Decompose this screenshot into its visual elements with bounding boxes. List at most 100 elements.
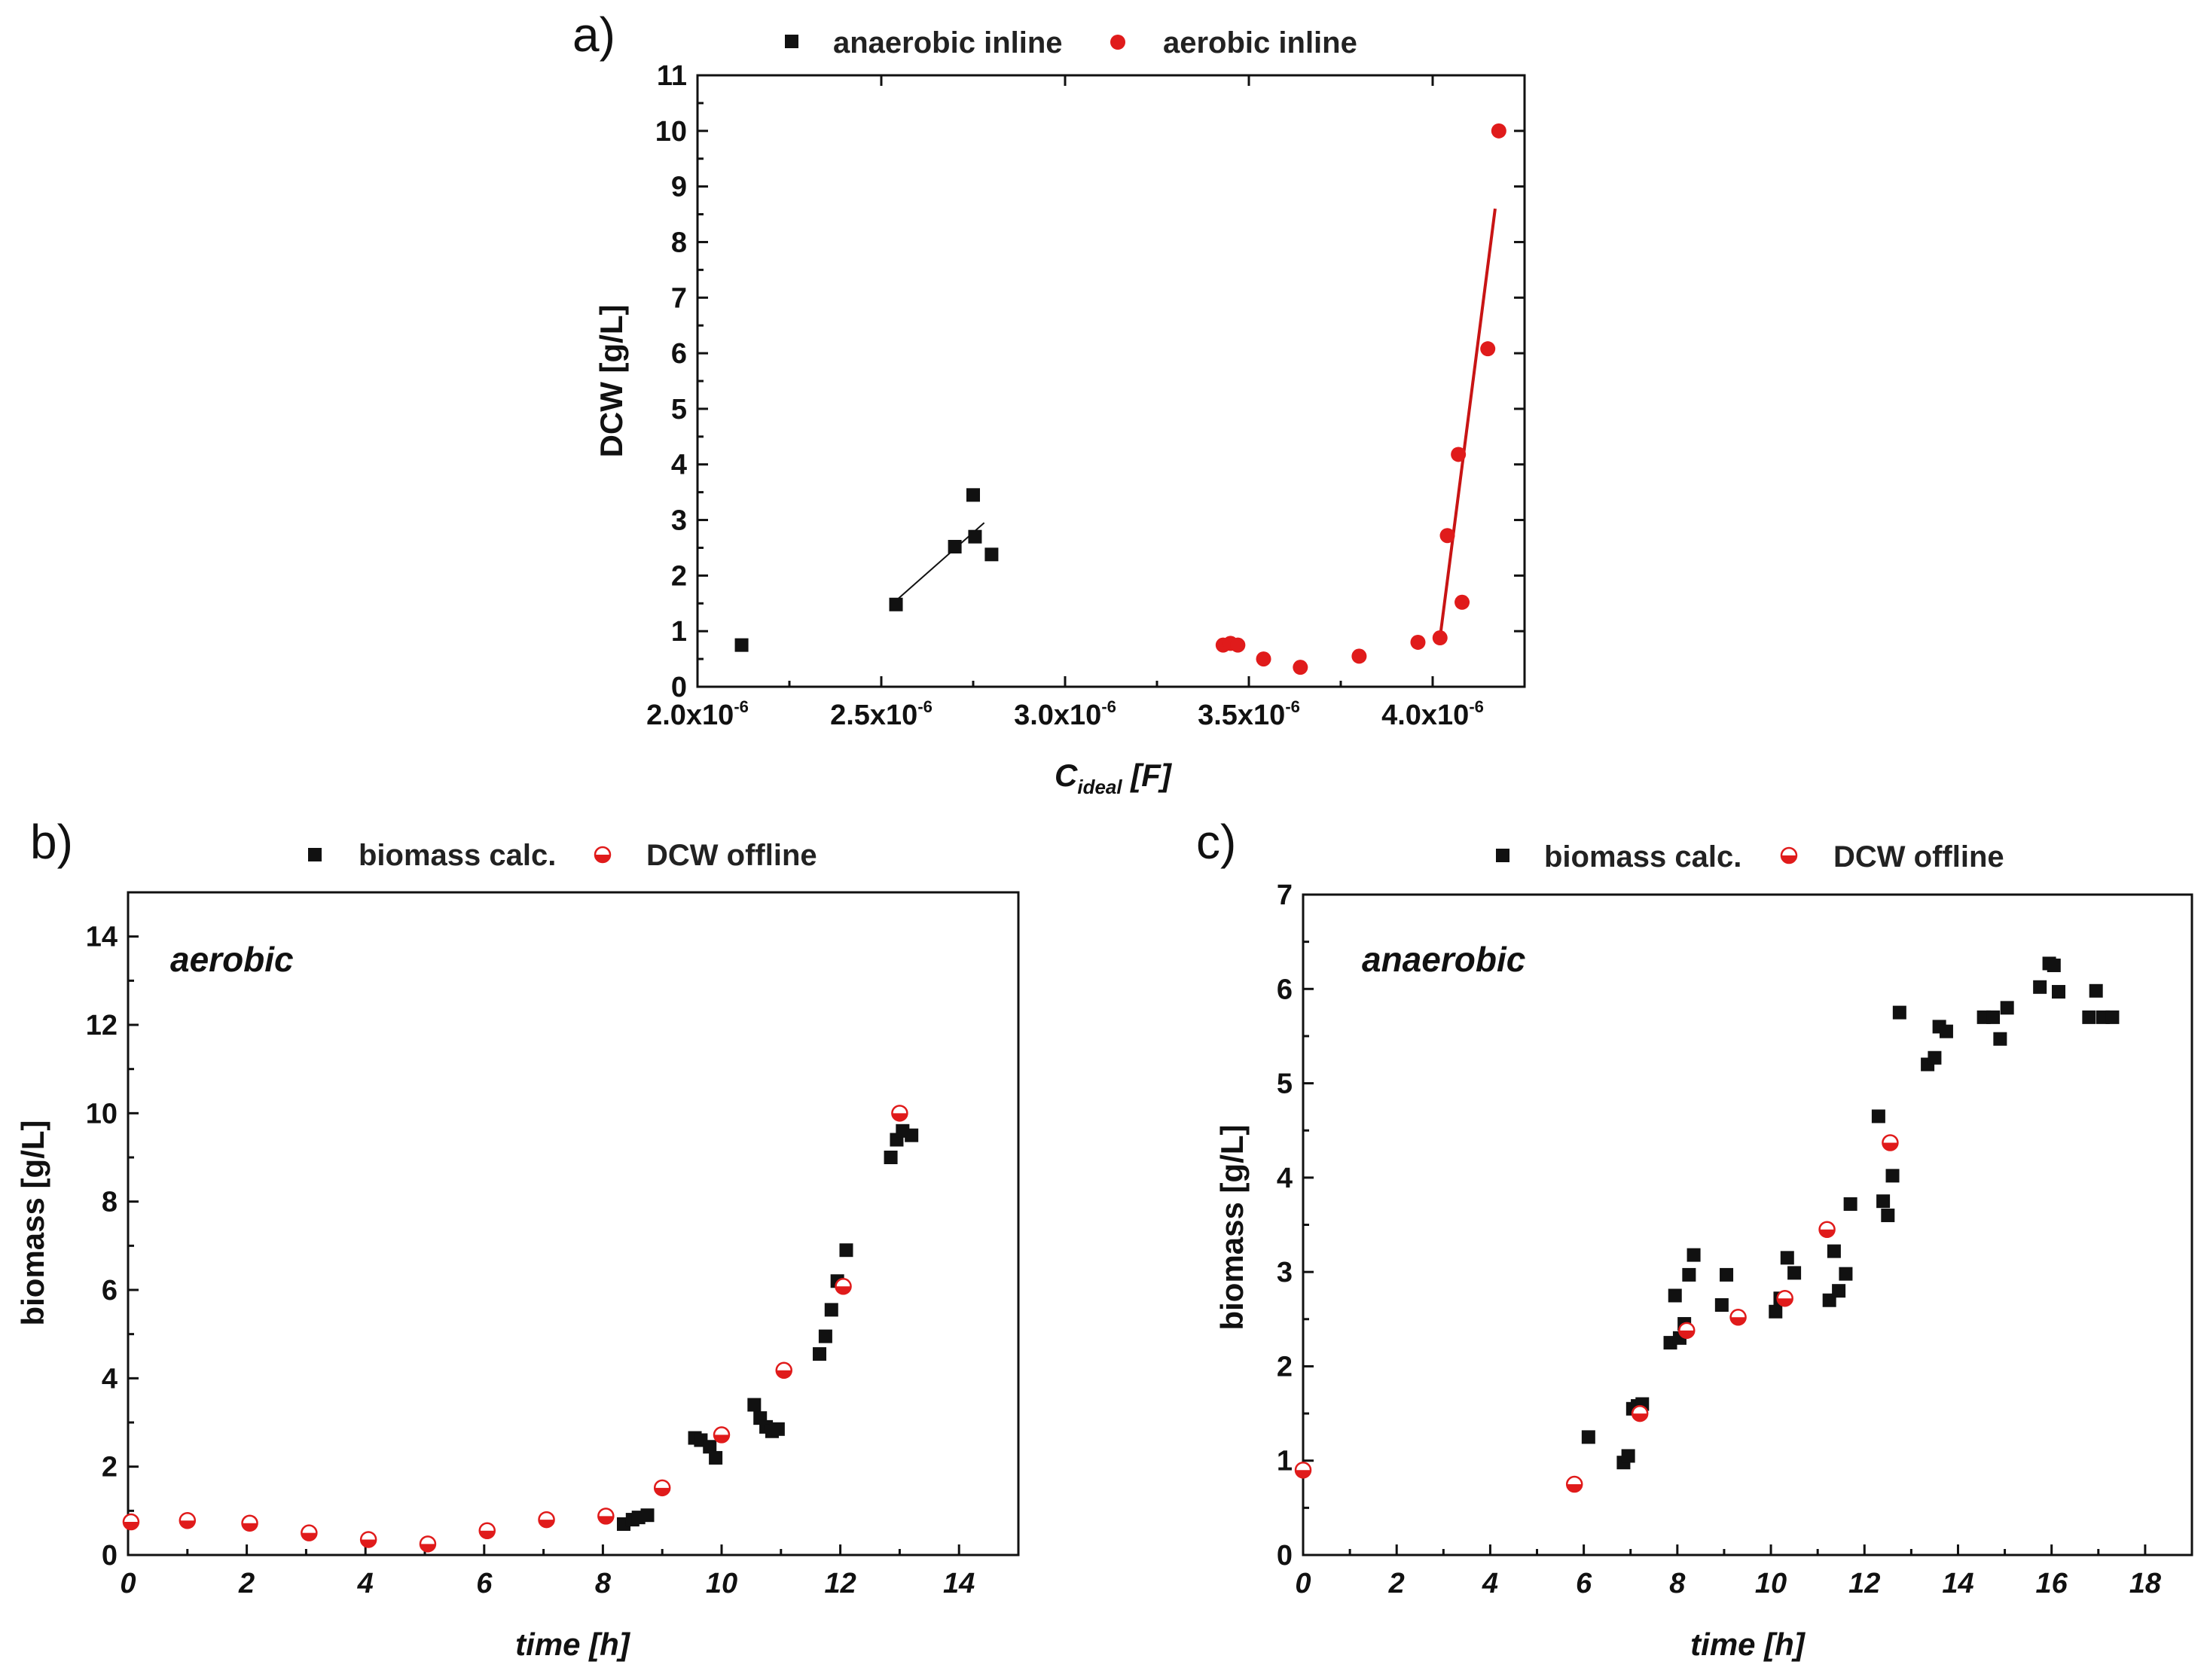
biomass-calc-point	[1871, 1109, 1885, 1124]
biomass-calc-point	[703, 1440, 717, 1454]
aerobic-inline-point	[1439, 528, 1455, 544]
legend-marker-square	[308, 848, 322, 861]
dcw-offline-point	[179, 1511, 197, 1529]
panel-label: b)	[30, 815, 73, 869]
x-tick-label: 4.0x10-6	[1381, 697, 1484, 731]
biomass-calc-point	[1832, 1284, 1846, 1298]
panel-b-scatter-chart: b) biomass calc. DCW offline aerobic 0 2 4…	[15, 815, 1020, 1662]
legend: anaerobic inline aerobic inline	[785, 26, 1357, 59]
y-tick-label: 6	[102, 1275, 118, 1306]
x-tick-label: 8	[595, 1568, 612, 1599]
aerobic-inline-point	[1455, 594, 1470, 610]
y-tick-label: 5	[1277, 1069, 1293, 1100]
anaerobic-inline-point	[889, 597, 903, 611]
x-tick-label: 2	[1388, 1568, 1405, 1599]
biomass-calc-point	[1928, 1050, 1942, 1065]
svg-text:Cideal [F]: Cideal [F]	[1055, 758, 1173, 798]
x-tick-label: 8	[1669, 1568, 1686, 1599]
panel-c-scatter-chart: c) biomass calc. DCW offline anaerobic 0…	[1196, 815, 2193, 1662]
y-tick-label: 1	[671, 616, 687, 648]
dcw-offline-point	[1882, 1134, 1899, 1151]
x-tick-label: 14	[943, 1568, 975, 1599]
biomass-calc-point	[1714, 1297, 1729, 1312]
biomass-calc-point	[1885, 1169, 1900, 1183]
biomass-calc-point	[1668, 1288, 1682, 1303]
dcw-offline-point	[1294, 1461, 1312, 1479]
dcw-offline-point	[835, 1278, 852, 1295]
legend-label: DCW offline	[1833, 840, 2004, 874]
x-tick-label: 6	[476, 1568, 493, 1599]
x-tick-label: 0	[120, 1568, 136, 1599]
biomass-calc-point	[640, 1508, 655, 1523]
y-tick-label: 4	[102, 1363, 118, 1395]
x-tick-label: 12	[824, 1568, 856, 1599]
x-tick-label: 2.0x10-6	[646, 697, 749, 731]
legend-label: DCW offline	[646, 839, 817, 872]
anaerobic-inline-point	[948, 539, 962, 553]
y-tick-label: 6	[1277, 974, 1293, 1005]
aerobic-inline-point	[1256, 651, 1271, 667]
biomass-calc-point	[2052, 985, 2065, 999]
y-tick-label: 7	[671, 282, 687, 314]
y-tick-label: 4	[1277, 1163, 1293, 1194]
biomass-calc-point	[884, 1151, 898, 1164]
aerobic-inline-point	[1293, 660, 1308, 675]
biomass-calc-point	[2082, 1010, 2096, 1024]
biomass-calc-point	[1720, 1267, 1734, 1282]
x-tick-label: 0	[1295, 1568, 1311, 1599]
aerobic-fit-line	[1438, 208, 1497, 639]
biomass-calc-point	[1986, 1010, 2001, 1024]
dcw-offline-point	[1776, 1289, 1793, 1307]
x-tick-label: 2.5x10-6	[830, 697, 933, 731]
panel-label: a)	[572, 8, 615, 62]
biomass-calc-point	[1843, 1197, 1857, 1211]
dcw-offline-point	[1818, 1221, 1836, 1239]
biomass-calc-point	[1581, 1430, 1595, 1444]
y-tick-label: 11	[657, 60, 687, 92]
x-axis-title: Cideal [F]	[1055, 758, 1173, 798]
y-tick-label: 2	[1277, 1351, 1293, 1383]
x-tick-label: 10	[1755, 1568, 1787, 1599]
y-tick-label: 6	[671, 338, 687, 370]
data-points	[734, 123, 1506, 675]
axis-ticks: 0 1 2 3 4 5 6 7 8 9 10 11 2.0x10-6 2.5x10-6 3.0x10-6 3.…	[646, 60, 1525, 731]
biomass-calc-point	[1993, 1032, 2007, 1046]
y-tick-label: 1	[1277, 1446, 1293, 1477]
y-tick-label: 0	[1277, 1540, 1293, 1572]
y-tick-label: 10	[86, 1098, 118, 1130]
legend-marker-half-circle	[594, 846, 612, 864]
anaerobic-inline-point	[968, 529, 982, 544]
dcw-offline-point	[301, 1524, 318, 1541]
biomass-calc-point	[1780, 1251, 1794, 1265]
biomass-calc-point	[839, 1243, 853, 1258]
dcw-offline-point	[1678, 1322, 1696, 1340]
y-tick-label: 9	[671, 172, 687, 203]
aerobic-inline-point	[1451, 447, 1467, 462]
x-axis-title-main: C	[1055, 758, 1078, 793]
legend-marker-circle	[1110, 35, 1125, 50]
biomass-calc-point	[709, 1450, 723, 1465]
biomass-calc-point	[1621, 1449, 1635, 1463]
dcw-offline-point	[359, 1531, 377, 1548]
biomass-calc-point	[905, 1128, 919, 1142]
legend-label: aerobic inline	[1163, 26, 1357, 59]
aerobic-inline-point	[1410, 634, 1426, 650]
panel-a-scatter-chart: a) anaerobic inline aerobic inline 0 1 2 3 4…	[572, 8, 1526, 798]
legend-marker-square	[785, 35, 798, 48]
y-tick-label: 12	[86, 1010, 118, 1041]
x-axis-title: time [h]	[1690, 1627, 1806, 1662]
biomass-calc-point	[1827, 1244, 1841, 1258]
biomass-calc-point	[2047, 958, 2061, 972]
x-tick-label: 4	[1482, 1568, 1498, 1599]
x-tick-label: 10	[706, 1568, 737, 1599]
biomass-calc-point	[818, 1329, 832, 1343]
y-tick-label: 3	[1277, 1257, 1293, 1288]
x-axis-title-unit: [F]	[1129, 758, 1173, 793]
y-tick-label: 0	[102, 1540, 118, 1572]
condition-annotation: aerobic	[170, 940, 294, 979]
legend: biomass calc. DCW offline	[1496, 840, 2004, 874]
legend-marker-half-circle	[1780, 846, 1798, 864]
aerobic-inline-point	[1351, 648, 1367, 664]
